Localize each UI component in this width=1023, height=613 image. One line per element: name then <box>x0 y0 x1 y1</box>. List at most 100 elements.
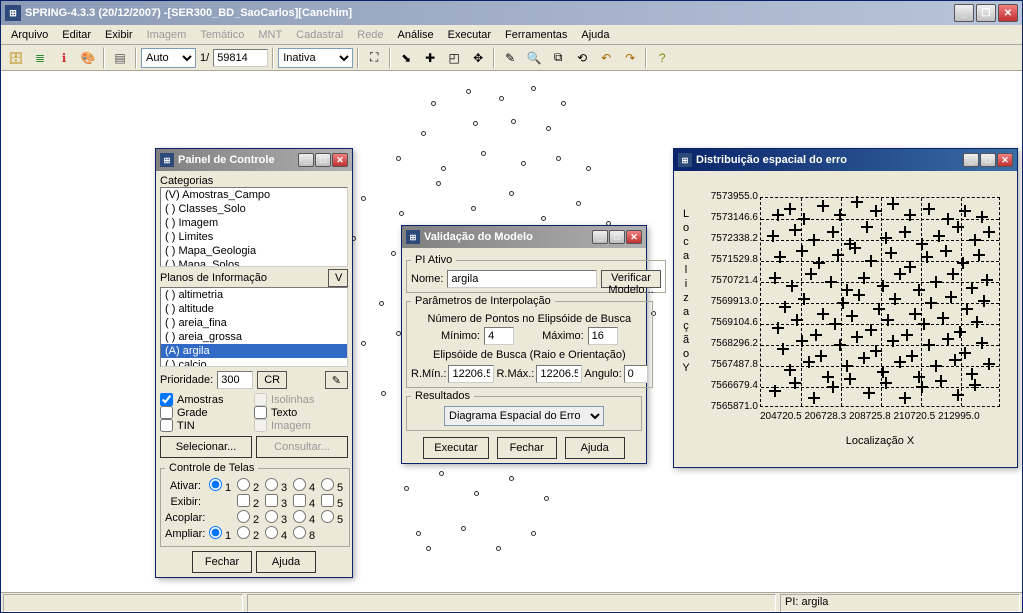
ampliar-radio-2[interactable] <box>237 526 250 539</box>
layer-state-select[interactable]: Inativa <box>278 48 353 68</box>
main-titlebar[interactable]: ⊞ SPRING-4.3.3 (20/12/2007) -[SER300_BD_… <box>1 1 1022 25</box>
zoom-area-icon[interactable]: ⧉ <box>547 47 569 69</box>
menu-exibir[interactable]: Exibir <box>99 27 139 43</box>
menu-editar[interactable]: Editar <box>56 27 97 43</box>
back-icon[interactable]: ↶ <box>595 47 617 69</box>
layers-icon[interactable]: ≣ <box>29 47 51 69</box>
minimize-button[interactable]: _ <box>592 230 608 244</box>
minimize-button[interactable]: _ <box>963 153 979 167</box>
maximo-input[interactable] <box>588 327 618 345</box>
prioridade-input[interactable] <box>217 371 253 389</box>
erro-dialog[interactable]: ⊞ Distribuição espacial do erro _ □ ✕ Lo… <box>673 148 1018 468</box>
exibir-check-3[interactable] <box>265 494 278 507</box>
info-icon[interactable]: ℹ <box>53 47 75 69</box>
ampliar-radio-1[interactable] <box>209 526 222 539</box>
rmax-input[interactable] <box>536 365 582 383</box>
menu-temático[interactable]: Temático <box>194 27 250 43</box>
list-item[interactable]: ( ) Mapa_Geologia <box>161 244 347 258</box>
cr-button[interactable]: CR <box>257 371 287 389</box>
close-button[interactable]: ✕ <box>626 230 642 244</box>
categorias-listbox[interactable]: (V) Amostras_Campo( ) Classes_Solo( ) Im… <box>160 187 348 267</box>
palette-icon[interactable]: 🎨 <box>77 47 99 69</box>
scale-input[interactable] <box>213 49 268 67</box>
planos-listbox[interactable]: ( ) altimetria( ) altitude( ) areia_fina… <box>160 287 348 367</box>
list-item[interactable]: (V) Amostras_Campo <box>161 188 347 202</box>
list-item[interactable]: ( ) Imagem <box>161 216 347 230</box>
minimize-button[interactable]: _ <box>954 4 974 22</box>
fechar-button[interactable]: Fechar <box>192 551 252 573</box>
close-button[interactable]: ✕ <box>998 4 1018 22</box>
list-item[interactable]: ( ) Mapa_Solos <box>161 258 347 267</box>
menu-análise[interactable]: Análise <box>392 27 440 43</box>
imagem-checkbox[interactable]: Imagem <box>254 419 348 432</box>
v-button[interactable]: V <box>328 269 348 287</box>
ajuda-button[interactable]: Ajuda <box>565 437 625 459</box>
exibir-check-4[interactable] <box>293 494 306 507</box>
help-icon[interactable]: ? <box>651 47 673 69</box>
minimize-button[interactable]: _ <box>298 153 314 167</box>
grade-checkbox[interactable]: Grade <box>160 406 254 419</box>
list-item[interactable]: ( ) Limites <box>161 230 347 244</box>
selecionar-button[interactable]: Selecionar... <box>160 436 252 458</box>
fechar-button[interactable]: Fechar <box>497 437 557 459</box>
scale-mode-select[interactable]: Auto <box>141 48 196 68</box>
validacao-titlebar[interactable]: ⊞ Validação do Modelo _ □ ✕ <box>402 226 646 248</box>
list-item[interactable]: ( ) altimetria <box>161 288 347 302</box>
painel-titlebar[interactable]: ⊞ Painel de Controle _ □ ✕ <box>156 149 352 171</box>
menu-ajuda[interactable]: Ajuda <box>575 27 615 43</box>
painel-controle-dialog[interactable]: ⊞ Painel de Controle _ □ ✕ Categorias (V… <box>155 148 353 578</box>
angulo-input[interactable] <box>624 365 648 383</box>
forward-icon[interactable]: ↷ <box>619 47 641 69</box>
acoplar-radio-3[interactable] <box>265 510 278 523</box>
executar-button[interactable]: Executar <box>423 437 488 459</box>
ativar-radio-3[interactable] <box>265 478 278 491</box>
pan-icon[interactable]: ✥ <box>467 47 489 69</box>
acoplar-radio-5[interactable] <box>321 510 334 523</box>
erro-titlebar[interactable]: ⊞ Distribuição espacial do erro _ □ ✕ <box>674 149 1017 171</box>
isolinhas-checkbox[interactable]: Isolinhas <box>254 393 348 406</box>
panel-icon[interactable]: ▤ <box>109 47 131 69</box>
zoom-prev-icon[interactable]: ⟲ <box>571 47 593 69</box>
nome-input[interactable] <box>447 270 597 288</box>
zoom-box-icon[interactable]: ◰ <box>443 47 465 69</box>
draw-pencil-icon[interactable]: ✎ <box>499 47 521 69</box>
verificar-button[interactable]: Verificar Modelo... <box>601 270 660 288</box>
tin-checkbox[interactable]: TIN <box>160 419 254 432</box>
zoom-in-icon[interactable]: 🔍 <box>523 47 545 69</box>
list-item[interactable]: ( ) calcio <box>161 358 347 367</box>
ativar-radio-1[interactable] <box>209 478 222 491</box>
consultar-button[interactable]: Consultar... <box>256 436 348 458</box>
list-item[interactable]: ( ) altitude <box>161 302 347 316</box>
exibir-check-2[interactable] <box>237 494 250 507</box>
menu-mnt[interactable]: MNT <box>252 27 288 43</box>
ativar-radio-4[interactable] <box>293 478 306 491</box>
list-item[interactable]: ( ) areia_grossa <box>161 330 347 344</box>
rmin-input[interactable] <box>448 365 494 383</box>
maximize-button[interactable]: ❐ <box>976 4 996 22</box>
resultados-select[interactable]: Diagrama Espacial do Erro <box>444 406 604 426</box>
menu-arquivo[interactable]: Arquivo <box>5 27 54 43</box>
cursor-icon[interactable]: ⬊ <box>395 47 417 69</box>
zoom-full-icon[interactable]: ⛶ <box>363 47 385 69</box>
ampliar-radio-8[interactable] <box>293 526 306 539</box>
list-item[interactable]: (A) argila <box>161 344 347 358</box>
maximize-button[interactable]: □ <box>609 230 625 244</box>
validacao-dialog[interactable]: ⊞ Validação do Modelo _ □ ✕ PI Ativo Nom… <box>401 225 647 464</box>
list-item[interactable]: ( ) Classes_Solo <box>161 202 347 216</box>
maximize-button[interactable]: □ <box>980 153 996 167</box>
menu-executar[interactable]: Executar <box>442 27 497 43</box>
ativar-radio-5[interactable] <box>321 478 334 491</box>
ajuda-button[interactable]: Ajuda <box>256 551 316 573</box>
exibir-check-5[interactable] <box>321 494 334 507</box>
texto-checkbox[interactable]: Texto <box>254 406 348 419</box>
menu-imagem[interactable]: Imagem <box>141 27 193 43</box>
list-item[interactable]: ( ) areia_fina <box>161 316 347 330</box>
acoplar-radio-2[interactable] <box>237 510 250 523</box>
menu-cadastral[interactable]: Cadastral <box>290 27 349 43</box>
ativar-radio-2[interactable] <box>237 478 250 491</box>
maximize-button[interactable]: □ <box>315 153 331 167</box>
ampliar-radio-4[interactable] <box>265 526 278 539</box>
close-button[interactable]: ✕ <box>332 153 348 167</box>
acoplar-radio-4[interactable] <box>293 510 306 523</box>
amostras-checkbox[interactable]: Amostras <box>160 393 254 406</box>
